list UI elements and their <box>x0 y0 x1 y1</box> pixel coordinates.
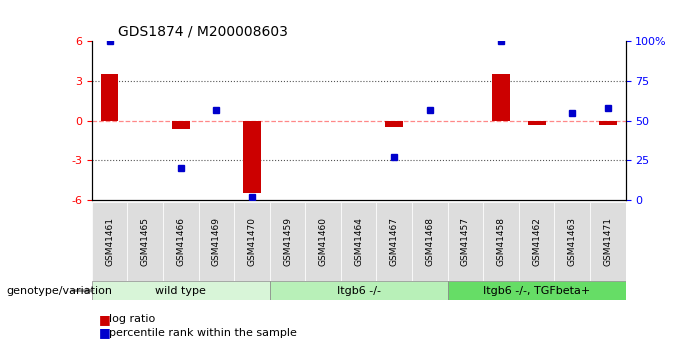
Bar <box>554 202 590 281</box>
Text: ■: ■ <box>99 313 110 326</box>
Bar <box>341 202 377 281</box>
Bar <box>101 75 118 121</box>
Text: GSM41466: GSM41466 <box>176 217 185 266</box>
Text: GSM41465: GSM41465 <box>141 217 150 266</box>
Bar <box>492 75 510 121</box>
Text: GSM41460: GSM41460 <box>319 217 328 266</box>
Bar <box>92 202 127 281</box>
Text: wild type: wild type <box>155 286 206 296</box>
Text: GSM41462: GSM41462 <box>532 217 541 266</box>
Bar <box>412 202 447 281</box>
Bar <box>528 121 545 125</box>
Bar <box>377 202 412 281</box>
Text: GSM41467: GSM41467 <box>390 217 398 266</box>
Bar <box>270 281 447 300</box>
Bar <box>92 281 270 300</box>
Text: GSM41468: GSM41468 <box>426 217 435 266</box>
Text: GSM41463: GSM41463 <box>568 217 577 266</box>
Bar <box>270 202 305 281</box>
Text: GDS1874 / M200008603: GDS1874 / M200008603 <box>118 25 288 39</box>
Bar <box>163 202 199 281</box>
Text: GSM41470: GSM41470 <box>248 217 256 266</box>
Text: genotype/variation: genotype/variation <box>7 286 113 296</box>
Bar <box>243 121 261 194</box>
Bar <box>519 202 554 281</box>
Bar <box>483 202 519 281</box>
Bar <box>590 202 626 281</box>
Bar <box>305 202 341 281</box>
Text: Itgb6 -/-, TGFbeta+: Itgb6 -/-, TGFbeta+ <box>483 286 590 296</box>
Text: GSM41461: GSM41461 <box>105 217 114 266</box>
Text: Itgb6 -/-: Itgb6 -/- <box>337 286 381 296</box>
Text: log ratio: log ratio <box>109 314 155 324</box>
Text: GSM41471: GSM41471 <box>603 217 612 266</box>
Bar <box>127 202 163 281</box>
Bar <box>447 281 626 300</box>
Text: GSM41457: GSM41457 <box>461 217 470 266</box>
Text: GSM41469: GSM41469 <box>212 217 221 266</box>
Text: ■: ■ <box>99 326 110 339</box>
Text: percentile rank within the sample: percentile rank within the sample <box>109 328 296 338</box>
Bar <box>386 121 403 127</box>
Bar <box>599 121 617 125</box>
Bar <box>172 121 190 129</box>
Bar <box>234 202 270 281</box>
Text: GSM41458: GSM41458 <box>496 217 505 266</box>
Text: GSM41459: GSM41459 <box>283 217 292 266</box>
Bar <box>199 202 234 281</box>
Bar <box>447 202 483 281</box>
Text: GSM41464: GSM41464 <box>354 217 363 266</box>
